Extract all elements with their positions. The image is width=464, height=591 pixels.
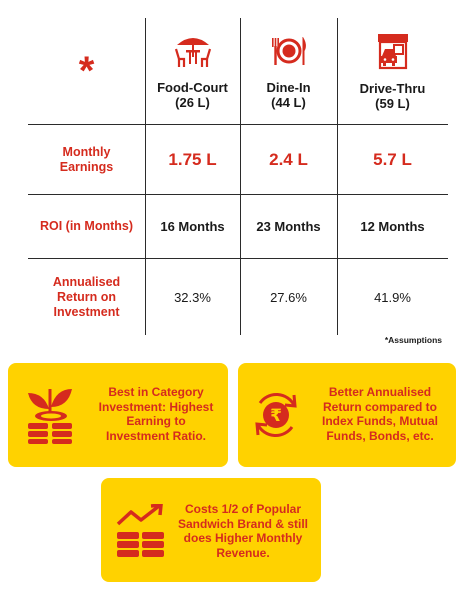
column-size: (44 L)	[271, 94, 306, 110]
header-corner: *	[28, 18, 145, 124]
card-text: Best in Category Investment: Highest Ear…	[98, 385, 214, 443]
cell-annualised-return-dine-in: 27.6%	[270, 289, 307, 305]
cell-monthly-earnings-dine-in: 2.4 L	[269, 149, 308, 169]
drive-thru-icon	[372, 32, 414, 73]
column-size: (59 L)	[375, 95, 410, 111]
cell-monthly-earnings-food-court: 1.75 L	[168, 149, 217, 169]
comparison-table: * Food-Court (26 L)	[28, 18, 448, 335]
cell-roi-dine-in: 23 Months	[256, 219, 321, 234]
cell-annualised-return-food-court: 32.3%	[174, 289, 211, 305]
svg-text:₹: ₹	[270, 406, 282, 426]
assumptions-footnote: *Assumptions	[384, 335, 442, 345]
card-text: Costs 1/2 of Popular Sandwich Brand & st…	[177, 502, 309, 560]
grid-divider	[28, 258, 448, 259]
asterisk-mark: *	[78, 49, 95, 93]
dine-in-icon	[267, 33, 311, 72]
grid-divider	[28, 194, 448, 195]
grid-divider	[240, 18, 241, 335]
row-label-annualised-return: Annualised Return on Investment	[52, 274, 121, 319]
row-label-roi: ROI (in Months)	[39, 219, 134, 233]
benefit-card-cost-comparison: Costs 1/2 of Popular Sandwich Brand & st…	[101, 478, 321, 582]
row-label-monthly-earnings: Monthly Earnings	[59, 144, 114, 174]
column-name: Drive-Thru	[359, 80, 426, 96]
column-header-drive-thru: Drive-Thru (59 L)	[337, 18, 448, 124]
column-name: Dine-In	[266, 79, 311, 95]
column-header-dine-in: Dine-In (44 L)	[240, 18, 337, 124]
column-header-food-court: Food-Court (26 L)	[145, 18, 240, 124]
growth-chart-icon	[115, 503, 167, 565]
card-text: Better Annualised Return compared to Ind…	[322, 385, 438, 443]
grid-divider	[145, 18, 146, 335]
cell-monthly-earnings-drive-thru: 5.7 L	[373, 149, 412, 169]
cell-roi-food-court: 16 Months	[160, 219, 225, 234]
column-name: Food-Court	[157, 79, 228, 95]
food-court-icon	[173, 33, 213, 72]
column-size: (26 L)	[175, 94, 210, 110]
grid-divider	[337, 18, 338, 335]
cell-annualised-return-drive-thru: 41.9%	[374, 289, 411, 305]
money-plant-icon	[24, 385, 78, 450]
benefit-card-best-in-category: Best in Category Investment: Highest Ear…	[8, 363, 228, 467]
benefit-card-better-return: ₹ Better Annualised Return compared to I…	[238, 363, 456, 467]
cell-roi-drive-thru: 12 Months	[360, 219, 425, 234]
rupee-cycle-icon: ₹	[248, 387, 304, 448]
grid-divider	[28, 124, 448, 125]
